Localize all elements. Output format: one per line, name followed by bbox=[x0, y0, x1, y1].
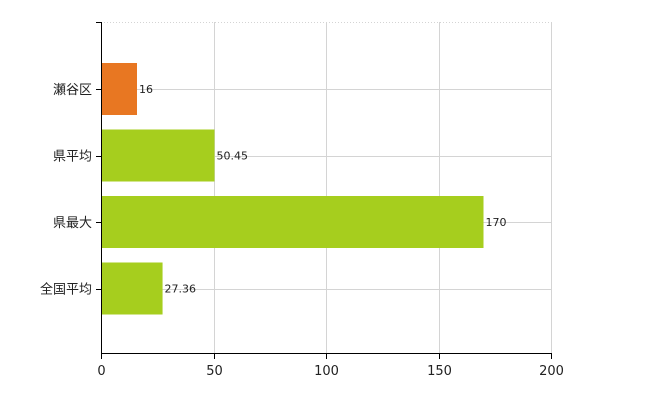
axes bbox=[96, 22, 552, 359]
grid-lines bbox=[101, 22, 552, 353]
x-tick-label: 100 bbox=[314, 364, 339, 379]
data-label: 16 bbox=[139, 83, 153, 96]
data-label: 50.45 bbox=[217, 150, 249, 163]
bar bbox=[102, 63, 137, 115]
category-label: 県最大 bbox=[53, 216, 92, 231]
data-label: 27.36 bbox=[165, 283, 197, 296]
bar bbox=[102, 129, 215, 182]
bars bbox=[102, 63, 484, 315]
x-tick-label: 0 bbox=[97, 364, 105, 379]
x-tick-label: 200 bbox=[539, 364, 564, 379]
category-label: 県平均 bbox=[53, 150, 92, 165]
data-label: 170 bbox=[486, 216, 507, 229]
category-label: 全国平均 bbox=[40, 282, 92, 298]
x-tick-label: 150 bbox=[427, 364, 452, 379]
bar bbox=[102, 196, 484, 248]
x-tick-label: 50 bbox=[206, 364, 223, 379]
labels: 16 瀬谷区 50.45 県平均 170 県最大 27.36 全国平均 0 50 100 150 200 bbox=[40, 83, 564, 379]
category-label: 瀬谷区 bbox=[53, 83, 92, 98]
bar bbox=[102, 262, 163, 315]
